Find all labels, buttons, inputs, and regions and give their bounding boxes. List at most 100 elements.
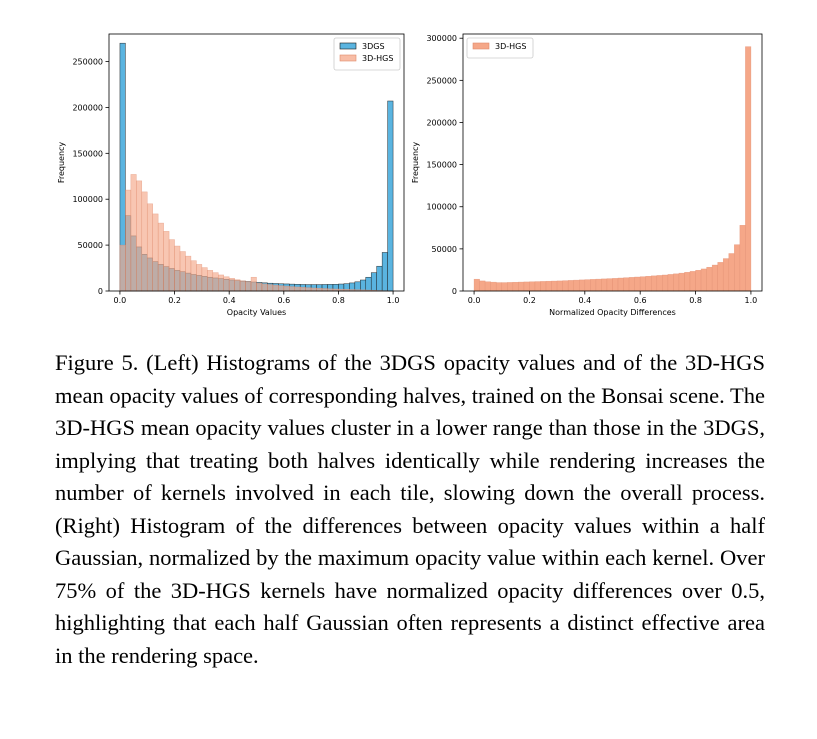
bar-3d-hgs-16 — [207, 270, 214, 292]
bar-3d-hgs-7 — [512, 281, 519, 292]
bar-3dgs-49 — [387, 100, 394, 292]
axes-frame — [462, 33, 763, 292]
figure-5-histograms: 0.0 0.2 0.4 0.6 0.8 1.0 0 50000 100000 150000 2000… — [57, 33, 763, 317]
bar-3d-hgs-47 — [734, 244, 741, 292]
bar-3d-hgs-8 — [518, 281, 525, 292]
bar-3d-hgs-6 — [152, 213, 159, 292]
bar-3d-hgs-27 — [623, 277, 630, 292]
bar-3d-hgs-31 — [645, 276, 652, 292]
x-tick-label-4: 0.8 — [332, 296, 345, 305]
y-axis-label: Frequency — [411, 142, 420, 184]
bar-3d-hgs-24 — [250, 276, 257, 292]
axes-frame — [108, 33, 405, 292]
legend-swatch-0 — [339, 42, 357, 50]
x-tick-label-1: 0.2 — [523, 296, 536, 305]
legend-label-0: 3DGS — [362, 42, 385, 51]
bar-3d-hgs-31 — [289, 286, 295, 292]
y-tick-label-4: 200000 — [72, 103, 103, 112]
bar-3d-hgs-9 — [523, 281, 530, 292]
bar-3d-hgs-35 — [667, 274, 674, 292]
chart-panel-0: 0.0 0.2 0.4 0.6 0.8 1.0 0 50000 100000 150000 2000… — [57, 33, 405, 317]
bar-3d-hgs-32 — [651, 275, 658, 292]
y-axis-label: Frequency — [57, 142, 66, 184]
bar-3d-hgs-49 — [745, 46, 752, 292]
bar-3d-hgs-1 — [479, 280, 486, 292]
bar-3d-hgs-3 — [490, 281, 497, 292]
bar-3d-hgs-7 — [157, 222, 164, 292]
legend-label-1: 3D-HGS — [362, 54, 393, 63]
bar-3d-hgs-5 — [146, 203, 153, 292]
y-tick-label-1: 50000 — [78, 241, 103, 250]
bar-3d-hgs-4 — [141, 191, 148, 292]
y-tick-label-2: 100000 — [426, 203, 457, 212]
bar-3dgs-44 — [360, 279, 367, 292]
bar-3dgs-46 — [370, 272, 377, 292]
bar-3d-hgs-12 — [185, 255, 192, 292]
x-axis-label: Normalized Opacity Differences — [549, 308, 676, 317]
bar-3d-hgs-44 — [717, 262, 724, 292]
bar-3d-hgs-14 — [196, 264, 203, 292]
bar-3d-hgs-15 — [556, 280, 563, 292]
bar-3d-hgs-3 — [136, 180, 143, 292]
y-tick-label-0: 0 — [98, 287, 103, 296]
bar-3d-hgs-2 — [484, 281, 491, 292]
bar-3d-hgs-40 — [695, 270, 702, 292]
bar-3d-hgs-21 — [234, 279, 241, 292]
bar-3d-hgs-18 — [218, 274, 224, 292]
x-tick-label-2: 0.4 — [223, 296, 236, 305]
bar-3d-hgs-34 — [662, 274, 669, 292]
bar-3d-hgs-33 — [299, 287, 306, 292]
y-tick-label-3: 150000 — [426, 161, 457, 170]
bar-3d-hgs-10 — [174, 245, 181, 292]
bar-3d-hgs-30 — [283, 285, 290, 292]
bar-3d-hgs-16 — [562, 280, 569, 292]
x-tick-label-5: 1.0 — [387, 296, 400, 305]
bar-3d-hgs-15 — [201, 267, 208, 292]
y-tick-label-0: 0 — [452, 287, 457, 296]
bar-3d-hgs-39 — [689, 271, 696, 292]
bar-3d-hgs-36 — [316, 288, 323, 292]
bar-3d-hgs-21 — [590, 279, 597, 292]
legend-swatch-1 — [339, 54, 357, 62]
bar-3d-hgs-28 — [628, 277, 635, 292]
bar-3d-hgs-8 — [163, 231, 170, 292]
bar-3d-hgs-6 — [507, 282, 514, 292]
bar-3d-hgs-38 — [684, 272, 691, 292]
bar-3d-hgs-11 — [179, 251, 186, 292]
y-tick-label-5: 250000 — [72, 58, 103, 67]
bar-3d-hgs-11 — [534, 281, 541, 292]
bar-3d-hgs-13 — [545, 280, 552, 292]
bar-3d-hgs-17 — [212, 272, 219, 292]
bar-3d-hgs-9 — [168, 239, 175, 292]
bar-3d-hgs-45 — [722, 258, 730, 292]
bar-3d-hgs-13 — [190, 260, 197, 292]
bar-3d-hgs-41 — [700, 268, 707, 292]
bar-3d-hgs-26 — [617, 277, 624, 292]
bar-3d-hgs-35 — [310, 287, 317, 292]
bar-3d-hgs-29 — [634, 276, 641, 292]
x-tick-label-3: 0.6 — [634, 296, 647, 305]
bar-3d-hgs-26 — [261, 283, 268, 292]
bar-3d-hgs-20 — [228, 278, 235, 292]
bar-3dgs-45 — [365, 276, 372, 292]
y-tick-label-5: 250000 — [426, 76, 457, 85]
y-tick-label-3: 150000 — [72, 149, 103, 158]
bar-3d-hgs-24 — [606, 278, 613, 292]
bar-3d-hgs-27 — [267, 284, 274, 292]
chart-panel-1: 0.0 0.2 0.4 0.6 0.8 1.0 0 50000 100000 150000 2000… — [411, 33, 763, 317]
bar-3d-hgs-18 — [573, 279, 580, 292]
bar-3d-hgs-36 — [673, 273, 680, 292]
x-tick-label-5: 1.0 — [745, 296, 758, 305]
bar-3d-hgs-23 — [601, 278, 608, 292]
bar-3d-hgs-43 — [711, 264, 718, 292]
legend-label-0: 3D-HGS — [495, 42, 526, 51]
x-tick-label-3: 0.6 — [277, 296, 290, 305]
bar-3d-hgs-46 — [728, 253, 735, 292]
bar-3d-hgs-10 — [529, 281, 536, 292]
y-tick-label-4: 200000 — [426, 118, 457, 127]
bar-3d-hgs-20 — [584, 279, 591, 292]
bar-3d-hgs-12 — [540, 281, 547, 292]
x-tick-label-1: 0.2 — [168, 296, 181, 305]
bar-3d-hgs-0 — [119, 244, 126, 292]
x-tick-label-4: 0.8 — [689, 296, 702, 305]
